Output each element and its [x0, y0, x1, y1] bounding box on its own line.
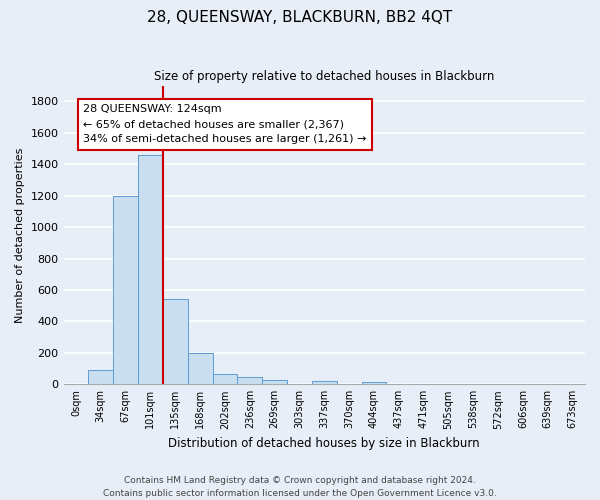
Bar	[238, 377, 262, 384]
Bar	[188, 353, 212, 384]
Bar	[312, 381, 337, 384]
Text: Contains HM Land Registry data © Crown copyright and database right 2024.
Contai: Contains HM Land Registry data © Crown c…	[103, 476, 497, 498]
Bar	[163, 300, 188, 384]
Bar	[362, 382, 386, 384]
Bar	[212, 374, 238, 384]
X-axis label: Distribution of detached houses by size in Blackburn: Distribution of detached houses by size …	[169, 437, 480, 450]
Bar	[138, 154, 163, 384]
Title: Size of property relative to detached houses in Blackburn: Size of property relative to detached ho…	[154, 70, 494, 83]
Bar	[88, 370, 113, 384]
Text: 28 QUEENSWAY: 124sqm
← 65% of detached houses are smaller (2,367)
34% of semi-de: 28 QUEENSWAY: 124sqm ← 65% of detached h…	[83, 104, 367, 144]
Y-axis label: Number of detached properties: Number of detached properties	[15, 147, 25, 322]
Text: 28, QUEENSWAY, BLACKBURN, BB2 4QT: 28, QUEENSWAY, BLACKBURN, BB2 4QT	[148, 10, 452, 25]
Bar	[262, 380, 287, 384]
Bar	[113, 196, 138, 384]
